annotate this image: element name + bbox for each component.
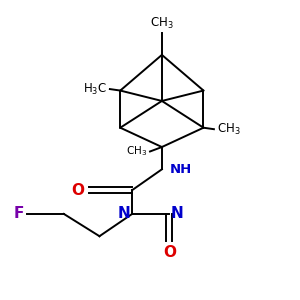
Text: N: N bbox=[118, 206, 131, 221]
Text: CH$_3$: CH$_3$ bbox=[217, 122, 241, 137]
Text: F: F bbox=[13, 206, 24, 221]
Text: CH$_3$: CH$_3$ bbox=[150, 16, 174, 31]
Text: NH: NH bbox=[169, 163, 192, 176]
Text: H$_3$C: H$_3$C bbox=[83, 82, 107, 97]
Text: N: N bbox=[171, 206, 184, 221]
Text: CH$_3$: CH$_3$ bbox=[126, 145, 147, 158]
Text: O: O bbox=[163, 245, 176, 260]
Text: O: O bbox=[72, 183, 85, 198]
